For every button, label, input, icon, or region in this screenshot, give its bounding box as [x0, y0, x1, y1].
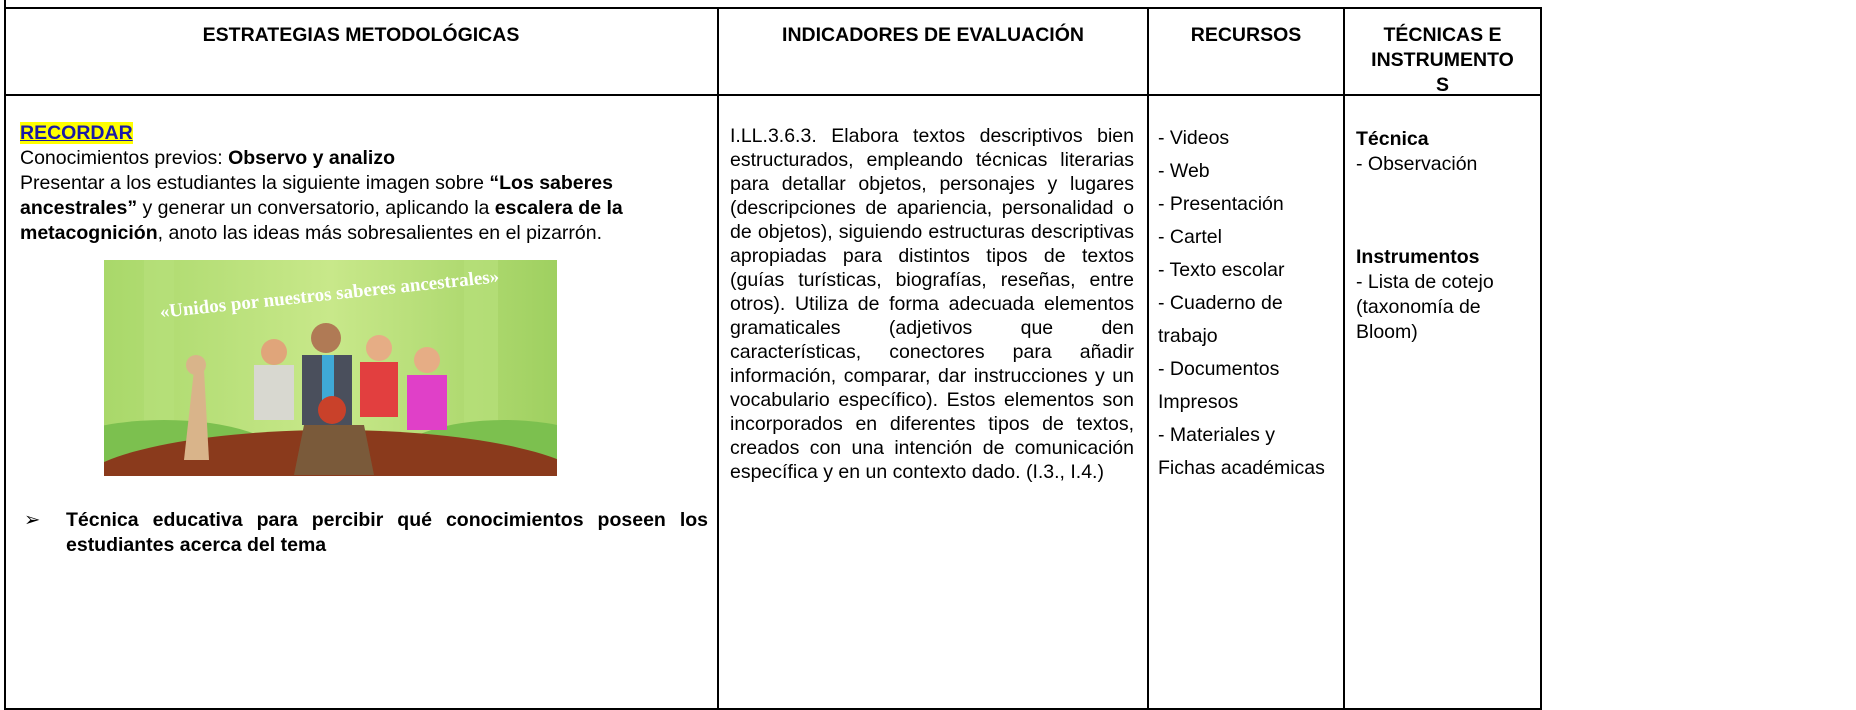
- border: [717, 7, 719, 710]
- border: [4, 94, 1542, 96]
- resource-item: - Web: [1158, 160, 1210, 182]
- header-cell: RECURSOS: [1190, 24, 1302, 46]
- resource-item: - Materiales y Fichas académicas: [1158, 424, 1325, 479]
- text-run: Conocimientos previos:: [20, 147, 229, 169]
- instrument-item: - Lista de cotejo (taxonomía de Bloom): [1356, 271, 1494, 343]
- text-run: escalera de la metacognición: [20, 197, 623, 244]
- illustration: «Unidos por nuestros saberes ancestrales…: [104, 260, 557, 476]
- strategies-cell: RECORDAR Conocimientos previos: Observo …: [4, 95, 718, 709]
- border: [1147, 7, 1149, 710]
- border: [4, 7, 1542, 9]
- technique-title: Técnica: [1356, 128, 1429, 150]
- text-run: y generar un conversatorio, aplicando la: [137, 197, 495, 219]
- header-cell: ESTRATEGIAS METODOLÓGICAS: [202, 24, 520, 46]
- text-run: Observo y analizo: [228, 147, 395, 169]
- border: [4, 0, 6, 710]
- text-run: “Los saberes ancestrales”: [20, 172, 613, 219]
- techniques-cell: Técnica - Observación Instrumentos - Lis…: [1344, 95, 1541, 709]
- bullet-item: Técnica educativa para percibir qué cono…: [20, 508, 708, 558]
- header-cell: INDICADORES DE EVALUACIÓN: [782, 24, 1084, 46]
- bullet-text: Técnica educativa para percibir qué cono…: [66, 509, 708, 556]
- paragraph: Conocimientos previos: Observo y analizo: [20, 146, 708, 171]
- instrument-title: Instrumentos: [1356, 246, 1480, 268]
- text-run: Presentar a los estudiantes la siguiente…: [20, 172, 490, 194]
- indicator-cell: I.LL.3.6.3. Elabora textos descriptivos …: [730, 125, 1134, 483]
- resource-item: - Cuaderno de trabajo: [1158, 292, 1283, 347]
- technique-list: - Observación: [1356, 152, 1533, 177]
- section-heading: RECORDAR: [20, 122, 133, 144]
- resources-cell: - Videos - Web - Presentación - Cartel - Tex…: [1148, 95, 1344, 709]
- resource-item: - Cartel: [1158, 226, 1222, 248]
- border: [1343, 7, 1345, 710]
- border: [1540, 7, 1542, 710]
- resource-item: - Documentos Impresos: [1158, 358, 1280, 413]
- resource-item: - Texto escolar: [1158, 259, 1285, 281]
- instrument-list: - Lista de cotejo (taxonomía de Bloom): [1356, 270, 1533, 345]
- paragraph: Presentar a los estudiantes la siguiente…: [20, 171, 708, 246]
- text-run: , anoto las ideas más sobresalientes en …: [157, 222, 603, 244]
- resource-item: - Presentación: [1158, 193, 1284, 215]
- resource-item: - Videos: [1158, 127, 1230, 149]
- border: [4, 708, 1542, 710]
- technique-item: - Observación: [1356, 153, 1478, 175]
- header-cell: TÉCNICAS E INSTRUMENTOS: [1371, 24, 1514, 96]
- paragraphs: Conocimientos previos: Observo y analizo…: [20, 146, 708, 246]
